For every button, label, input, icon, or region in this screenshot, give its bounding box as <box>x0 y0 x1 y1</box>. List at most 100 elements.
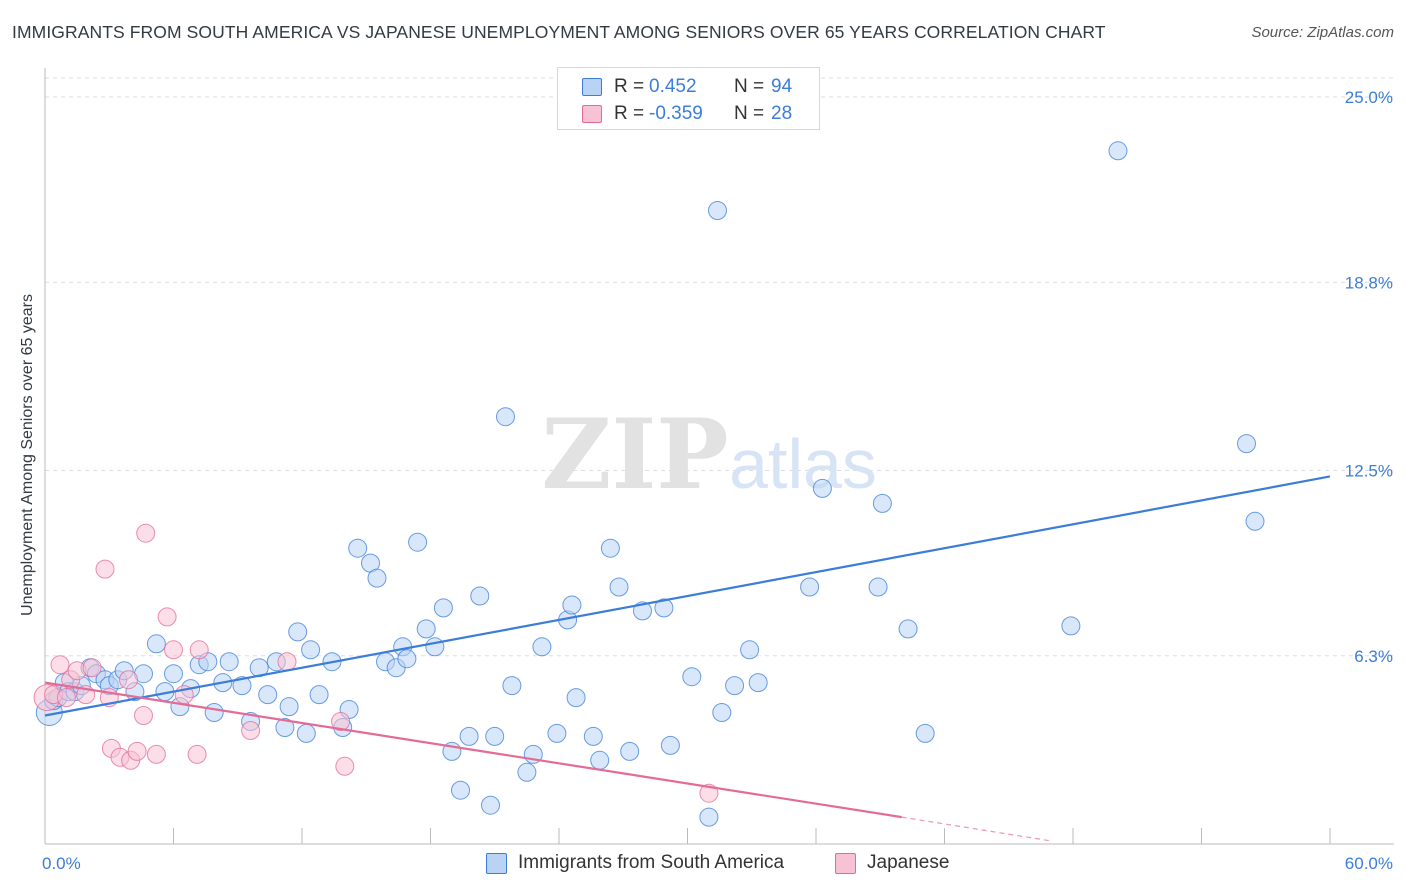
japanese-trend-extension <box>901 816 1052 842</box>
south-america-point <box>600 538 620 558</box>
south-america-point <box>583 726 603 746</box>
south-america-point <box>146 634 166 654</box>
south-america-point <box>517 762 537 782</box>
south-america-point <box>433 598 453 618</box>
pink-swatch <box>582 105 602 123</box>
south-america-point <box>204 703 224 722</box>
watermark-zip: ZIP <box>541 398 728 511</box>
japanese-point <box>50 655 70 675</box>
japanese-point <box>127 741 147 761</box>
south-america-point <box>288 622 308 642</box>
south-america-point <box>275 718 295 737</box>
japanese-point <box>241 721 261 740</box>
japanese-trend-line <box>44 681 902 819</box>
south-america-point <box>1061 616 1081 636</box>
south-america-point <box>1237 434 1256 454</box>
legend-pink-swatch <box>835 853 856 874</box>
south-america-point <box>915 723 935 743</box>
south-america-point <box>309 685 329 705</box>
south-america-point <box>748 673 768 693</box>
south-america-point <box>279 697 299 717</box>
south-america-point <box>502 676 522 696</box>
south-america-point <box>232 676 252 696</box>
south-america-point <box>812 478 832 498</box>
south-america-point <box>408 532 428 552</box>
south-america-point <box>416 619 436 639</box>
japanese-point <box>277 652 297 672</box>
south-america-point <box>397 649 417 669</box>
n-label: N = <box>734 103 765 124</box>
south-america-point <box>532 637 552 657</box>
blue-swatch <box>582 78 602 96</box>
y-tick-label: 12.5% <box>1345 462 1393 481</box>
south-america-point <box>708 201 727 220</box>
south-america-point <box>660 735 680 755</box>
legend-blue-swatch <box>486 853 507 874</box>
r-label: R = <box>614 76 645 97</box>
south-america-point <box>633 601 652 621</box>
japanese-point <box>157 607 177 627</box>
stats-box: R = 0.452 N = 94 R = -0.359 N = 28 <box>557 67 820 130</box>
japanese-point <box>146 744 166 764</box>
japanese-point <box>134 706 153 725</box>
south-america-point <box>425 637 445 657</box>
chart-title: IMMIGRANTS FROM SOUTH AMERICA VS JAPANES… <box>12 22 1106 42</box>
y-tick-labels: 6.3% 12.5% 18.8% 25.0% <box>1345 88 1393 666</box>
data-points <box>33 141 1265 827</box>
south-america-point <box>219 652 239 672</box>
japanese-point <box>331 712 351 731</box>
x-tick-label-min: 0.0% <box>42 854 81 873</box>
y-tick-label: 18.8% <box>1345 273 1393 292</box>
japanese-point <box>136 523 156 543</box>
r-value: 0.452 <box>649 76 697 97</box>
south-america-point <box>258 685 278 705</box>
south-america-point <box>459 726 479 746</box>
r-label: R = <box>614 103 645 124</box>
south-america-point <box>609 577 629 597</box>
south-america-point <box>1245 511 1265 531</box>
south-america-point <box>164 664 183 684</box>
x-tick-labels: 0.0% 60.0% <box>42 854 1393 873</box>
south-america-point <box>566 688 586 708</box>
south-america-point <box>712 703 732 722</box>
legend-label: Immigrants from South America <box>518 852 785 873</box>
south-america-point <box>725 676 745 696</box>
south-america-point <box>868 577 888 597</box>
south-america-point <box>348 538 368 558</box>
japanese-point <box>187 744 207 764</box>
south-america-point <box>590 750 610 770</box>
south-america-point <box>451 780 470 800</box>
r-value: -0.359 <box>649 103 703 124</box>
south-america-point <box>682 667 702 687</box>
south-america-point <box>800 577 820 597</box>
south-america-point <box>740 640 760 660</box>
south-america-point <box>301 640 321 660</box>
south-america-point <box>367 568 387 588</box>
grid <box>45 77 1394 657</box>
y-tick-label: 6.3% <box>1354 647 1393 666</box>
south-america-point <box>547 723 567 743</box>
japanese-point <box>95 559 115 579</box>
japanese-point <box>189 640 209 660</box>
south-america-point <box>654 598 674 618</box>
south-america-point <box>496 407 515 427</box>
legend-label: Japanese <box>867 852 950 873</box>
y-tick-label: 25.0% <box>1345 88 1393 107</box>
south-america-point <box>485 726 505 746</box>
south-america-point <box>1108 141 1128 161</box>
south-america-point <box>898 619 918 639</box>
watermark-atlas: atlas <box>729 425 877 503</box>
japanese-point <box>164 640 183 660</box>
n-label: N = <box>734 76 765 97</box>
watermark: ZIP atlas <box>541 398 877 511</box>
japanese-point <box>82 658 102 678</box>
south-america-trend-line <box>44 475 1331 717</box>
south-america-point <box>620 741 640 761</box>
japanese-point <box>699 783 719 803</box>
n-value: 28 <box>771 103 793 124</box>
south-america-point <box>296 723 316 743</box>
south-america-point <box>699 807 719 827</box>
n-value: 94 <box>771 76 793 97</box>
x-tick-label-max: 60.0% <box>1345 854 1393 873</box>
